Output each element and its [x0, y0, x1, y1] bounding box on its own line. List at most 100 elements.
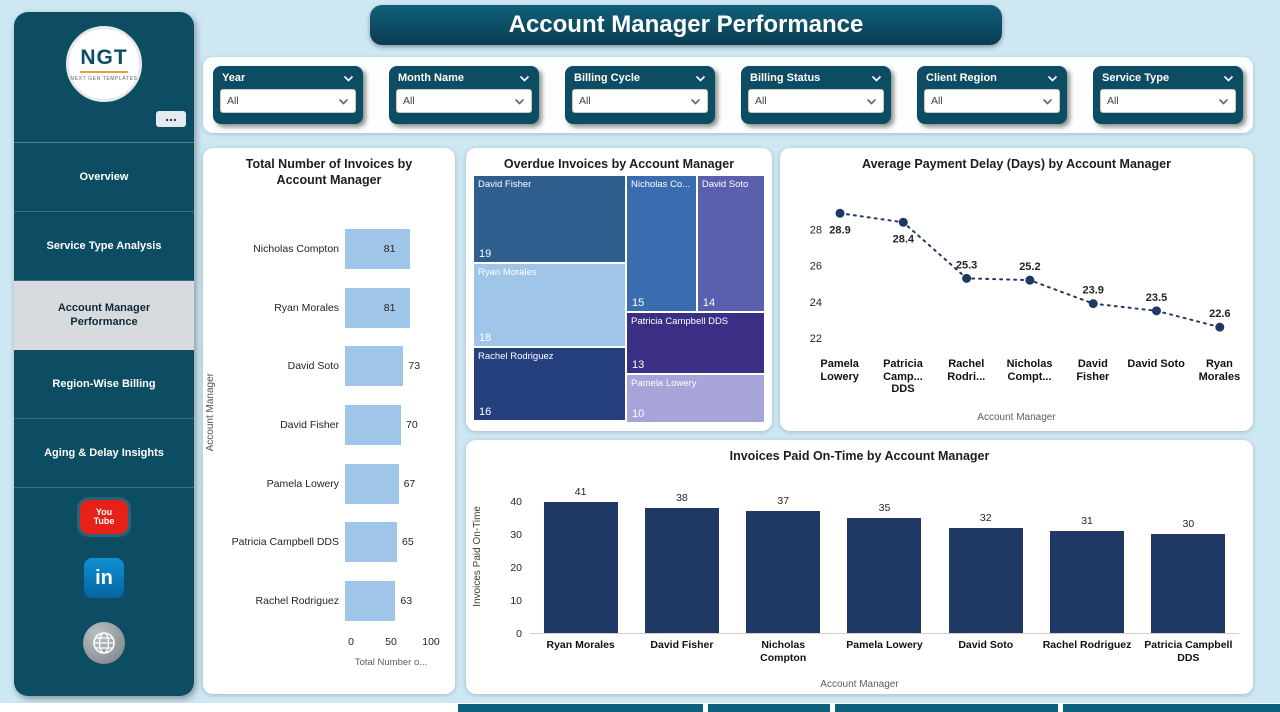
bar[interactable]: [345, 405, 401, 446]
column-bar[interactable]: [847, 517, 922, 633]
filter-selected-value: All: [227, 95, 239, 107]
column-bar[interactable]: [1050, 531, 1125, 633]
treemap-tile-david-fisher[interactable]: David Fisher 19: [474, 176, 625, 263]
social-links: You Tube in: [14, 500, 194, 664]
column-bar[interactable]: [948, 527, 1023, 633]
chevron-down-icon[interactable]: [871, 75, 882, 82]
bar[interactable]: [345, 346, 404, 387]
page-tab[interactable]: [708, 704, 830, 712]
treemap-tile-pamela-lowery[interactable]: Pamela Lowery 10: [627, 374, 764, 422]
y-axis-tick: 22: [810, 333, 822, 345]
filter-dropdown[interactable]: All: [396, 89, 532, 113]
filter-label: Billing Cycle: [574, 72, 641, 84]
chevron-down-icon[interactable]: [519, 75, 530, 82]
website-globe-icon[interactable]: [83, 622, 125, 664]
bar-category-label: Ryan Morales: [274, 301, 339, 314]
treemap-tile-nicholas-co[interactable]: Nicholas Co... 15: [627, 176, 696, 312]
column-bar[interactable]: [543, 502, 618, 633]
bar-value-label: 81: [383, 243, 396, 256]
x-axis-tick: 0: [348, 636, 354, 648]
line-value-label: 23.5: [1146, 292, 1167, 304]
bar-value-label: 65: [402, 536, 414, 549]
line-point[interactable]: [1025, 275, 1035, 285]
filter-selected-value: All: [931, 95, 943, 107]
column-bar[interactable]: [746, 511, 821, 633]
line-point[interactable]: [962, 273, 972, 283]
x-axis-label: Account Manager: [820, 679, 899, 690]
treemap-value: 15: [632, 297, 645, 310]
line-value-label: 25.2: [1019, 261, 1040, 273]
filter-header: Billing Status: [748, 72, 884, 84]
chevron-down-icon[interactable]: [695, 75, 706, 82]
sidebar-item-overview[interactable]: Overview: [14, 143, 194, 212]
filter-label: Billing Status: [750, 72, 821, 84]
bar-category-label: David Soto: [287, 360, 339, 373]
line-point[interactable]: [1152, 306, 1161, 316]
youtube-icon[interactable]: You Tube: [80, 500, 128, 534]
treemap-tile-rachel-rodriguez[interactable]: Rachel Rodriguez 16: [474, 347, 625, 420]
filter-selected-value: All: [403, 95, 415, 107]
column-slot: 32: [935, 486, 1036, 633]
line-point[interactable]: [1215, 322, 1225, 332]
column-slot: 41: [530, 486, 631, 633]
chevron-down-icon[interactable]: [1047, 75, 1058, 82]
filter-dropdown[interactable]: All: [924, 89, 1060, 113]
page-title: Account Manager Performance: [370, 5, 1002, 45]
filter-dropdown[interactable]: All: [1100, 89, 1236, 113]
youtube-text-line1: You: [95, 507, 113, 517]
filter-header: Month Name: [396, 72, 532, 84]
chart-title: Average Payment Delay (Days) by Account …: [862, 157, 1171, 171]
page-tab[interactable]: [835, 704, 1058, 712]
filter-dropdown[interactable]: All: [572, 89, 708, 113]
treemap-tile-patricia-campbell-dds[interactable]: Patricia Campbell DDS 13: [627, 313, 764, 373]
chevron-down-icon[interactable]: [1223, 75, 1234, 82]
linkedin-icon[interactable]: in: [84, 558, 124, 598]
chevron-down-icon[interactable]: [343, 75, 354, 82]
sidebar-item-region-wise-billing[interactable]: Region-Wise Billing: [14, 350, 194, 419]
treemap-value: 10: [632, 407, 645, 420]
filter-dropdown[interactable]: All: [748, 89, 884, 113]
sidebar-item-service-type-analysis[interactable]: Service Type Analysis: [14, 212, 194, 281]
bar-row: Rachel Rodriguez 63: [213, 571, 447, 630]
more-options-button[interactable]: ...: [156, 109, 186, 127]
sidebar: NGT NEXT GEN TEMPLATES ... Overview Servi…: [14, 12, 194, 696]
sidebar-item-account-manager-performance[interactable]: Account Manager Performance: [14, 281, 194, 350]
line-value-label: 23.9: [1082, 285, 1103, 297]
line-point[interactable]: [898, 217, 908, 227]
treemap-tile-david-soto[interactable]: David Soto 14: [697, 176, 764, 312]
bar[interactable]: [345, 287, 410, 328]
line-value-label: 28.4: [893, 233, 915, 245]
treemap-tile-ryan-morales[interactable]: Ryan Morales 18: [474, 264, 625, 346]
line-point[interactable]: [1088, 299, 1098, 309]
chevron-down-icon: [1218, 98, 1229, 105]
treemap-label: David Fisher: [478, 179, 532, 190]
treemap-value: 16: [479, 405, 492, 418]
line-category-label: Pamela Lowery: [820, 358, 859, 383]
bar[interactable]: [345, 463, 399, 504]
bar[interactable]: [345, 229, 410, 270]
filter-selected-value: All: [755, 95, 767, 107]
column-bar[interactable]: [1151, 534, 1226, 633]
bar[interactable]: [345, 522, 397, 563]
globe-glyph: [93, 632, 115, 654]
filter-month-name: Month Name All: [389, 66, 539, 124]
chevron-down-icon: [514, 98, 525, 105]
bar[interactable]: [345, 580, 396, 621]
x-axis-label: Account Manager: [977, 412, 1056, 423]
column-category-label: Pamela Lowery: [846, 639, 923, 651]
column-bar[interactable]: [644, 508, 719, 633]
page-tab[interactable]: [458, 704, 703, 712]
page-tab[interactable]: [1063, 704, 1280, 712]
filter-bar: Year All Month Name All Billing Cycle All Bill…: [203, 57, 1253, 133]
sidebar-item-aging-delay-insights[interactable]: Aging & Delay Insights: [14, 419, 194, 488]
line-point[interactable]: [835, 208, 845, 218]
column-slot: 31: [1036, 486, 1137, 633]
filter-header: Year: [220, 72, 356, 84]
x-axis-categories: Ryan Morales David Fisher Nicholas Compton…: [530, 639, 1239, 664]
bar-track: 65: [345, 522, 447, 563]
filter-dropdown[interactable]: All: [220, 89, 356, 113]
x-axis-label: Total Number o...: [354, 657, 428, 668]
column-category-label: Ryan Morales: [546, 639, 615, 651]
x-axis-tick: 50: [385, 636, 397, 648]
y-axis-tick: 28: [810, 225, 822, 237]
